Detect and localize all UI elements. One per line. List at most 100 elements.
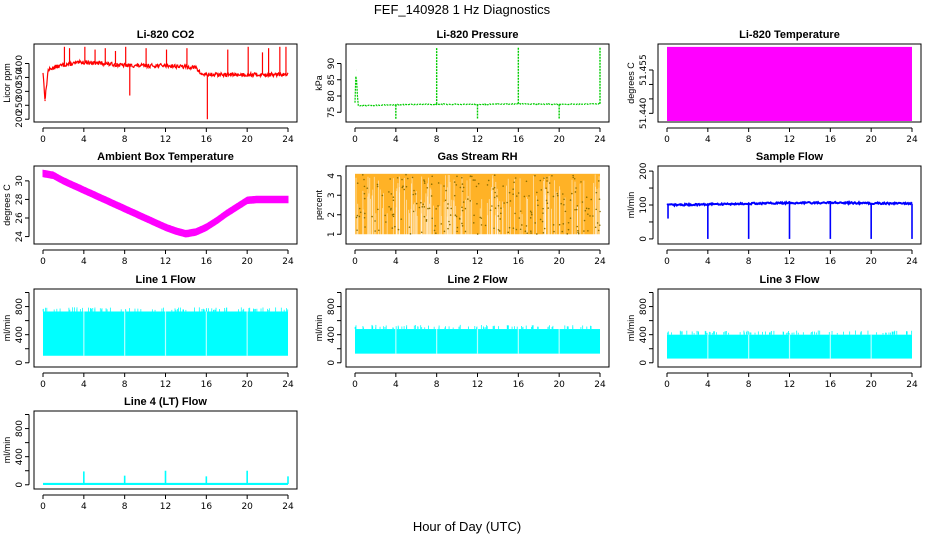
rh-point xyxy=(552,195,555,198)
rh-point xyxy=(571,192,573,195)
rh-point xyxy=(540,189,543,191)
rh-point xyxy=(548,182,551,184)
x-tick-label: 20 xyxy=(241,502,253,512)
rh-point xyxy=(493,174,496,177)
rh-point xyxy=(514,177,517,179)
rh-point xyxy=(376,185,379,188)
x-tick-label: 0 xyxy=(352,257,358,267)
rh-point xyxy=(476,233,479,235)
rh-point xyxy=(356,229,358,232)
ambient-temp-band xyxy=(42,169,289,238)
rh-point xyxy=(411,176,414,179)
rh-point xyxy=(461,209,464,212)
rh-point xyxy=(594,226,597,229)
x-tick-label: 24 xyxy=(594,135,606,145)
rh-point xyxy=(552,224,555,226)
y-tick-label: 30 xyxy=(15,175,25,187)
panel-title: Li-820 Pressure xyxy=(437,29,519,41)
x-tick-label: 4 xyxy=(393,257,399,267)
x-tick-label: 0 xyxy=(664,380,670,390)
panel-title: Line 3 Flow xyxy=(760,274,820,286)
rh-point xyxy=(445,189,447,192)
x-axis: 0 4 8 12 16 20 24 xyxy=(352,127,606,145)
rh-point xyxy=(472,179,475,181)
rh-point xyxy=(435,208,437,210)
panel-title: Ambient Box Temperature xyxy=(97,151,234,163)
rh-point xyxy=(520,224,523,226)
rh-point xyxy=(400,218,403,220)
x-tick-label: 4 xyxy=(81,502,87,512)
rh-point xyxy=(537,204,539,207)
y-axis: 0 100 200 ml/min xyxy=(626,162,654,242)
rh-point xyxy=(564,210,567,213)
rh-point xyxy=(418,206,421,209)
y-tick-label: 0 xyxy=(15,482,25,488)
y-tick-label: 400 xyxy=(15,55,25,72)
rh-point xyxy=(514,212,516,215)
x-tick-label: 8 xyxy=(746,257,752,267)
rh-point xyxy=(509,200,512,202)
rh-point xyxy=(529,217,532,219)
rh-point xyxy=(515,228,518,231)
x-tick-label: 20 xyxy=(865,135,877,145)
panel-1: Li-820 CO2 0 4 8 12 16 20 24 200250300350400Lico… xyxy=(2,29,298,145)
panel-title: Gas Stream RH xyxy=(437,151,517,163)
rh-point xyxy=(389,178,391,180)
rh-point xyxy=(574,208,576,211)
rh-point xyxy=(589,215,591,217)
rh-point xyxy=(530,230,532,233)
x-tick-label: 20 xyxy=(241,257,253,267)
rh-point xyxy=(515,195,518,197)
x-tick-label: 24 xyxy=(282,135,294,145)
rh-point xyxy=(378,229,380,232)
y-axis-label: degrees C xyxy=(626,62,636,104)
x-tick-label: 12 xyxy=(472,380,483,390)
rh-point xyxy=(497,229,500,231)
panel-6: Sample Flow 0 4 8 12 16 20 24 0 100 200 ml/min xyxy=(626,151,922,267)
y-axis-label: ml/min xyxy=(314,315,324,342)
x-tick-label: 0 xyxy=(40,380,46,390)
rh-point xyxy=(456,175,458,178)
x-tick-label: 12 xyxy=(784,257,795,267)
rh-point xyxy=(355,216,358,219)
rh-point xyxy=(392,196,395,198)
y-tick-label: 3 xyxy=(327,192,337,198)
rh-point xyxy=(493,227,495,230)
x-tick-label: 20 xyxy=(865,380,877,390)
rh-point xyxy=(584,209,587,212)
rh-point xyxy=(494,191,496,194)
x-tick-label: 8 xyxy=(746,380,752,390)
x-tick-label: 4 xyxy=(393,380,399,390)
rh-point xyxy=(581,201,584,203)
rh-point xyxy=(575,187,577,189)
x-tick-label: 20 xyxy=(241,135,253,145)
rh-point xyxy=(358,207,361,210)
x-tick-label: 8 xyxy=(434,380,440,390)
rh-point xyxy=(434,225,437,227)
rh-point xyxy=(585,196,588,199)
rh-point xyxy=(461,176,463,179)
x-tick-label: 4 xyxy=(705,380,711,390)
rh-point xyxy=(427,207,429,210)
rh-point xyxy=(542,232,545,234)
rh-point xyxy=(390,193,393,195)
y-axis-label: degrees C xyxy=(2,184,12,226)
panel-frame xyxy=(33,165,298,245)
y-axis-label: ml/min xyxy=(626,315,636,342)
rh-point xyxy=(472,222,475,224)
rh-point xyxy=(473,214,475,217)
rh-point xyxy=(390,207,392,210)
x-tick-label: 0 xyxy=(352,135,358,145)
x-tick-label: 16 xyxy=(201,380,213,390)
rh-point xyxy=(426,186,429,189)
rh-point xyxy=(595,208,597,211)
rh-point xyxy=(546,180,548,182)
rh-point xyxy=(506,201,508,204)
rh-point xyxy=(500,207,502,209)
x-tick-label: 8 xyxy=(122,135,128,145)
